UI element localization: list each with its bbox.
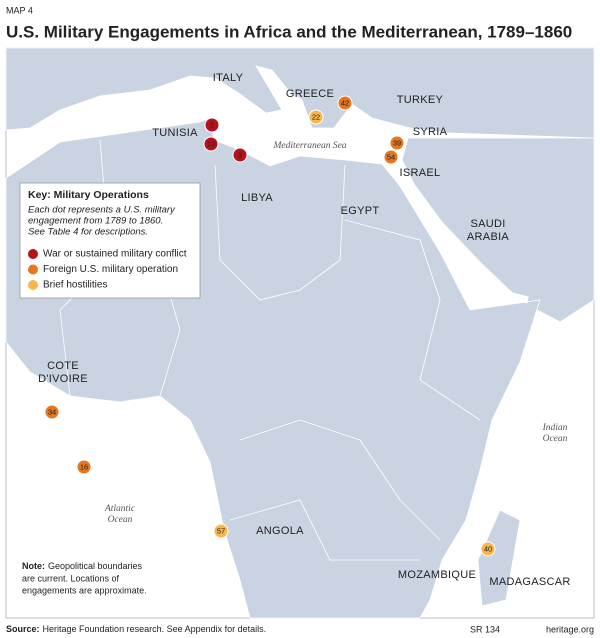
place-label: TUNISIA xyxy=(152,127,198,139)
place-label: SAUDI xyxy=(470,218,505,230)
sea-label: Indian xyxy=(542,423,568,433)
marker-label: 22 xyxy=(312,112,320,121)
engagement-marker xyxy=(204,117,220,133)
engagement-marker xyxy=(203,136,219,152)
marker-label: 34 xyxy=(48,407,56,416)
key-item-label: War or sustained military conflict xyxy=(43,249,187,260)
place-label: SYRIA xyxy=(413,126,448,138)
title: U.S. Military Engagements in Africa and … xyxy=(6,22,572,41)
note-line: Geopolitical boundaries xyxy=(48,561,143,571)
engagement-marker xyxy=(383,149,399,165)
sea-label: Atlantic xyxy=(104,504,136,514)
place-label: TURKEY xyxy=(397,94,444,106)
europe xyxy=(5,47,595,139)
marker-label: 42 xyxy=(341,98,349,107)
note-line: are current. Locations of xyxy=(22,573,120,583)
engagement-marker xyxy=(308,109,324,125)
red-sea xyxy=(395,176,529,304)
place-label: MOZAMBIQUE xyxy=(398,569,476,581)
marker-label: 16 xyxy=(80,462,88,471)
marker-label: 57 xyxy=(217,526,225,535)
place-label: MADAGASCAR xyxy=(489,576,570,588)
key-item-label: Foreign U.S. military operation xyxy=(43,264,178,275)
site: heritage.org xyxy=(546,624,594,634)
engagement-marker xyxy=(389,135,405,151)
map-label: MAP 4 xyxy=(6,5,33,15)
note: Note: Geopolitical boundaries xyxy=(22,561,143,571)
marker-label: 40 xyxy=(484,544,492,553)
sea-label: Ocean xyxy=(108,515,133,525)
place-label: ISRAEL xyxy=(400,167,441,179)
engagement-marker xyxy=(232,147,248,163)
marker-label: 3 xyxy=(238,150,242,159)
engagement-marker xyxy=(213,523,229,539)
key-description: Each dot represents a U.S. military xyxy=(28,205,176,216)
place-label: COTE xyxy=(47,360,79,372)
engagement-marker xyxy=(337,95,353,111)
key-title: Key: Military Operations xyxy=(28,189,149,201)
key-swatch xyxy=(28,280,38,290)
engagement-marker xyxy=(76,459,92,475)
key-box xyxy=(19,182,201,299)
engagement-marker xyxy=(44,404,60,420)
note-label: Note: xyxy=(22,561,45,571)
footer-source: Source: Heritage Foundation research. See… xyxy=(6,624,266,634)
source-label: Source: xyxy=(6,624,40,634)
key-description: engagement from 1789 to 1860. xyxy=(28,216,163,227)
sea-label: Mediterranean Sea xyxy=(272,141,346,151)
marker-label: 54 xyxy=(387,152,395,161)
place-label: EGYPT xyxy=(341,205,380,217)
key-swatch xyxy=(28,249,38,259)
marker-label: 2 xyxy=(210,120,214,129)
place-label: GREECE xyxy=(286,88,334,100)
place-label: ANGOLA xyxy=(256,525,304,537)
place-label: ARABIA xyxy=(467,231,510,243)
place-label: LIBYA xyxy=(241,192,273,204)
place-label: ITALY xyxy=(213,72,244,84)
key-description: See Table 4 for descriptions. xyxy=(28,227,148,238)
marker-label: 12 xyxy=(207,139,215,148)
key-swatch xyxy=(28,264,38,275)
place-label: D'IVOIRE xyxy=(38,373,88,385)
engagement-marker xyxy=(480,541,496,557)
source-text: Heritage Foundation research. See Append… xyxy=(43,624,267,634)
marker-label: 39 xyxy=(393,138,401,147)
note-line: engagements are approximate. xyxy=(22,585,147,595)
key: Key: Military Operations Each dot repres… xyxy=(19,182,201,299)
sea-label: Ocean xyxy=(543,434,568,444)
key-item-label: Brief hostilities xyxy=(43,280,107,291)
report-id: SR 134 xyxy=(470,624,500,634)
middle-east xyxy=(401,137,595,323)
map: ITALY GREECE TURKEY TUNISIA SYRIA ISRAEL LIBYA… xyxy=(5,47,595,619)
